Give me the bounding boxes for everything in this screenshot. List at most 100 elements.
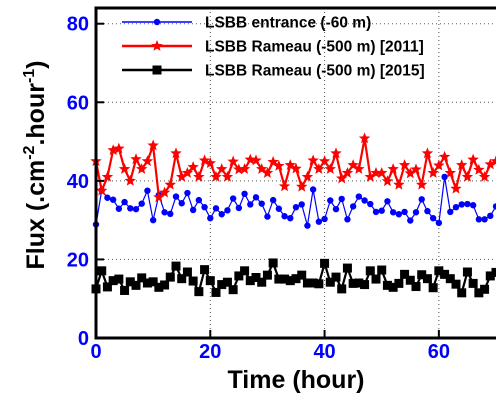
data-point	[348, 278, 358, 288]
data-point	[241, 190, 248, 198]
data-point	[370, 167, 382, 178]
data-point	[388, 282, 398, 292]
data-point	[153, 191, 165, 203]
data-point	[382, 280, 392, 290]
data-point	[412, 209, 420, 216]
data-point	[164, 178, 176, 190]
x-axis-title: Time (hour)	[227, 366, 364, 394]
data-point	[257, 277, 267, 287]
data-point	[125, 277, 135, 287]
data-point	[417, 270, 427, 280]
data-point	[216, 163, 228, 174]
data-point	[154, 282, 164, 292]
data-point	[427, 167, 439, 178]
data-point	[485, 271, 495, 281]
data-point	[302, 278, 312, 288]
data-point	[331, 272, 341, 282]
data-point	[233, 163, 245, 175]
data-point	[389, 209, 397, 216]
data-point	[301, 170, 314, 182]
data-point	[217, 280, 227, 290]
legend-marker	[153, 18, 161, 26]
data-point	[287, 214, 294, 222]
data-point	[457, 288, 467, 298]
data-point	[444, 167, 456, 178]
data-point	[358, 132, 371, 144]
data-point	[142, 278, 152, 288]
data-point	[229, 195, 237, 202]
legend-item: LSBB entrance (-60 m)	[122, 15, 371, 32]
data-point	[381, 175, 394, 187]
x-tick-label: 60	[428, 341, 450, 363]
data-point	[292, 203, 300, 211]
data-point	[108, 276, 118, 286]
data-point	[314, 279, 324, 289]
data-point	[247, 201, 254, 208]
y-tick-label: 40	[67, 171, 89, 193]
data-point	[315, 218, 323, 225]
data-point	[445, 274, 455, 284]
data-point	[109, 196, 117, 203]
data-point	[210, 170, 222, 182]
data-point	[422, 274, 432, 284]
y-tick-label: 0	[78, 328, 89, 350]
data-point	[147, 139, 159, 151]
data-point	[101, 170, 114, 182]
data-point	[450, 182, 462, 194]
data-point	[205, 276, 215, 286]
data-point	[491, 267, 496, 277]
data-point	[480, 284, 490, 294]
data-point	[115, 205, 123, 212]
data-point	[167, 210, 174, 218]
data-point	[178, 200, 185, 207]
data-point	[171, 261, 181, 271]
data-point	[492, 203, 496, 210]
legend: LSBB entrance (-60 m) LSBB Rameau (-500 m…	[122, 15, 425, 80]
ticks: 0 20 40 60 80 0 20 40 60	[67, 14, 450, 363]
data-point	[97, 266, 107, 276]
data-point	[321, 215, 328, 223]
data-point	[458, 201, 465, 208]
data-point	[487, 212, 494, 220]
data-point	[398, 159, 411, 170]
data-point	[252, 194, 260, 201]
data-point	[440, 269, 450, 279]
data-point	[290, 162, 302, 174]
data-point	[189, 206, 197, 214]
data-point	[353, 163, 365, 174]
data-point	[367, 200, 374, 208]
data-point	[193, 170, 205, 182]
data-point	[429, 214, 437, 222]
data-point	[309, 186, 317, 193]
data-point	[138, 200, 145, 207]
data-point	[280, 274, 290, 284]
data-point	[291, 274, 301, 284]
data-point	[267, 156, 279, 167]
plot-frame	[94, 6, 496, 340]
data-point	[161, 209, 168, 216]
data-point	[172, 193, 180, 200]
data-point	[308, 278, 318, 288]
data-point	[264, 213, 271, 220]
data-point	[401, 208, 408, 216]
x-tick-label: 20	[199, 341, 221, 363]
data-point	[304, 222, 311, 229]
data-point	[404, 167, 416, 179]
data-point	[330, 147, 342, 159]
data-point	[204, 157, 216, 169]
data-point	[325, 277, 335, 287]
data-point	[376, 167, 388, 178]
data-point	[338, 195, 345, 203]
data-point	[184, 189, 191, 197]
data-point	[296, 180, 308, 192]
data-point	[336, 172, 348, 184]
data-point	[481, 216, 488, 223]
data-point	[198, 154, 211, 166]
legend-marker	[151, 40, 163, 51]
data-point	[434, 266, 444, 276]
data-point	[337, 284, 347, 294]
data-point	[250, 154, 262, 166]
data-point	[378, 207, 385, 214]
data-point	[96, 184, 108, 196]
